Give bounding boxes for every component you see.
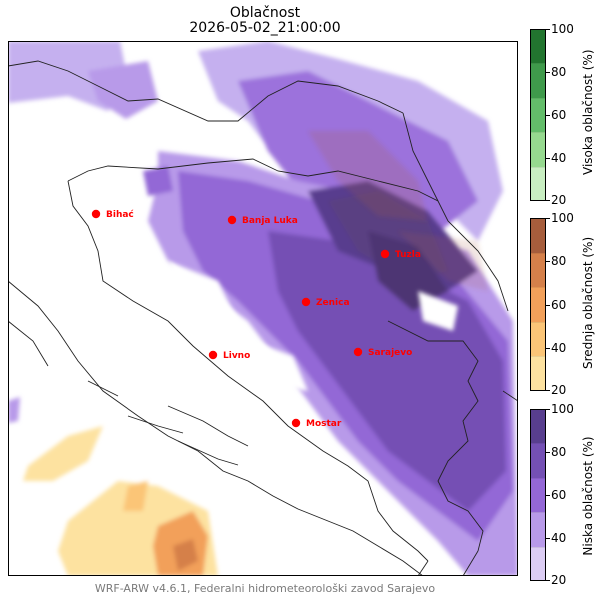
mid-cloud-tick-100: 100 (551, 211, 574, 225)
high-cloud-step-0 (530, 166, 546, 201)
mid-cloud-step-3 (530, 252, 546, 288)
high-cloud-tick-80: 80 (551, 65, 567, 79)
borders (8, 60, 518, 576)
mid-cloud-tick-20: 20 (551, 383, 567, 397)
mid-cloud-tick-40: 40 (551, 341, 567, 355)
high-cloud-step-1 (530, 132, 546, 167)
low-cloud-step-3 (530, 443, 546, 478)
city-tuzla: Tuzla (380, 249, 421, 260)
mid-cloud-step-1 (530, 321, 546, 357)
high-cloud-step-2 (530, 97, 546, 133)
city-bihac: Bihać (91, 209, 134, 220)
mid-cloud-colorbar (530, 218, 546, 391)
svg-text:Bihać: Bihać (106, 209, 134, 220)
high-cloud-colorbar-label: Visoka oblačnost (%) (581, 49, 595, 175)
city-sarajevo: Sarajevo (353, 347, 412, 358)
low-cloud-colorbar (530, 409, 546, 581)
low-cloud-step-2 (530, 477, 546, 513)
high-cloud-tick-60: 60 (551, 108, 567, 122)
mid-cloud-tick-60: 60 (551, 298, 567, 312)
mid-cloud-step-2 (530, 287, 546, 322)
svg-text:Livno: Livno (223, 351, 250, 361)
low-cloud-step-1 (530, 512, 546, 547)
low-cloud-tick-80: 80 (551, 445, 567, 459)
high-cloud-layer (308, 131, 488, 291)
low-cloud-colorbar-label: Niska oblačnost (%) (581, 436, 595, 556)
mid-cloud-step-0 (530, 356, 546, 391)
model-credit: WRF-ARW v4.6.1, Federalni hidrometeorolo… (94, 582, 436, 595)
cloud-cover-map: Bihać Banja Luka Tuzla Zenica Livno Sara… (8, 41, 518, 576)
low-cloud-step-4 (530, 409, 546, 444)
city-livno: Livno (208, 350, 250, 361)
svg-text:Sarajevo: Sarajevo (368, 348, 412, 358)
low-cloud-tick-100: 100 (551, 402, 574, 416)
high-cloud-colorbar (530, 29, 546, 201)
city-markers: Bihać Banja Luka Tuzla Zenica Livno Sara… (91, 209, 421, 429)
low-cloud-tick-20: 20 (551, 573, 567, 587)
mid-cloud-tick-80: 80 (551, 254, 567, 268)
high-cloud-tick-100: 100 (551, 22, 574, 36)
low-cloud-tick-60: 60 (551, 488, 567, 502)
high-cloud-tick-20: 20 (551, 193, 567, 207)
low-cloud-tick-40: 40 (551, 531, 567, 545)
svg-text:Tuzla: Tuzla (395, 250, 421, 260)
city-mostar: Mostar (291, 418, 342, 429)
low-cloud-step-0 (530, 546, 546, 581)
svg-text:Mostar: Mostar (306, 419, 342, 429)
mid-cloud-step-4 (530, 218, 546, 253)
svg-text:Zenica: Zenica (316, 298, 350, 308)
high-cloud-tick-40: 40 (551, 151, 567, 165)
mid-cloud-colorbar-label: Srednja oblačnost (%) (581, 236, 595, 369)
city-zenica: Zenica (301, 297, 350, 308)
mid-cloud-layer (23, 426, 218, 576)
svg-text:Banja Luka: Banja Luka (242, 216, 298, 226)
map-title: Oblačnost (229, 5, 301, 21)
map-timestamp: 2026-05-02_21:00:00 (189, 20, 341, 36)
high-cloud-step-4 (530, 29, 546, 64)
high-cloud-step-3 (530, 63, 546, 98)
city-banja-luka: Banja Luka (227, 215, 298, 226)
